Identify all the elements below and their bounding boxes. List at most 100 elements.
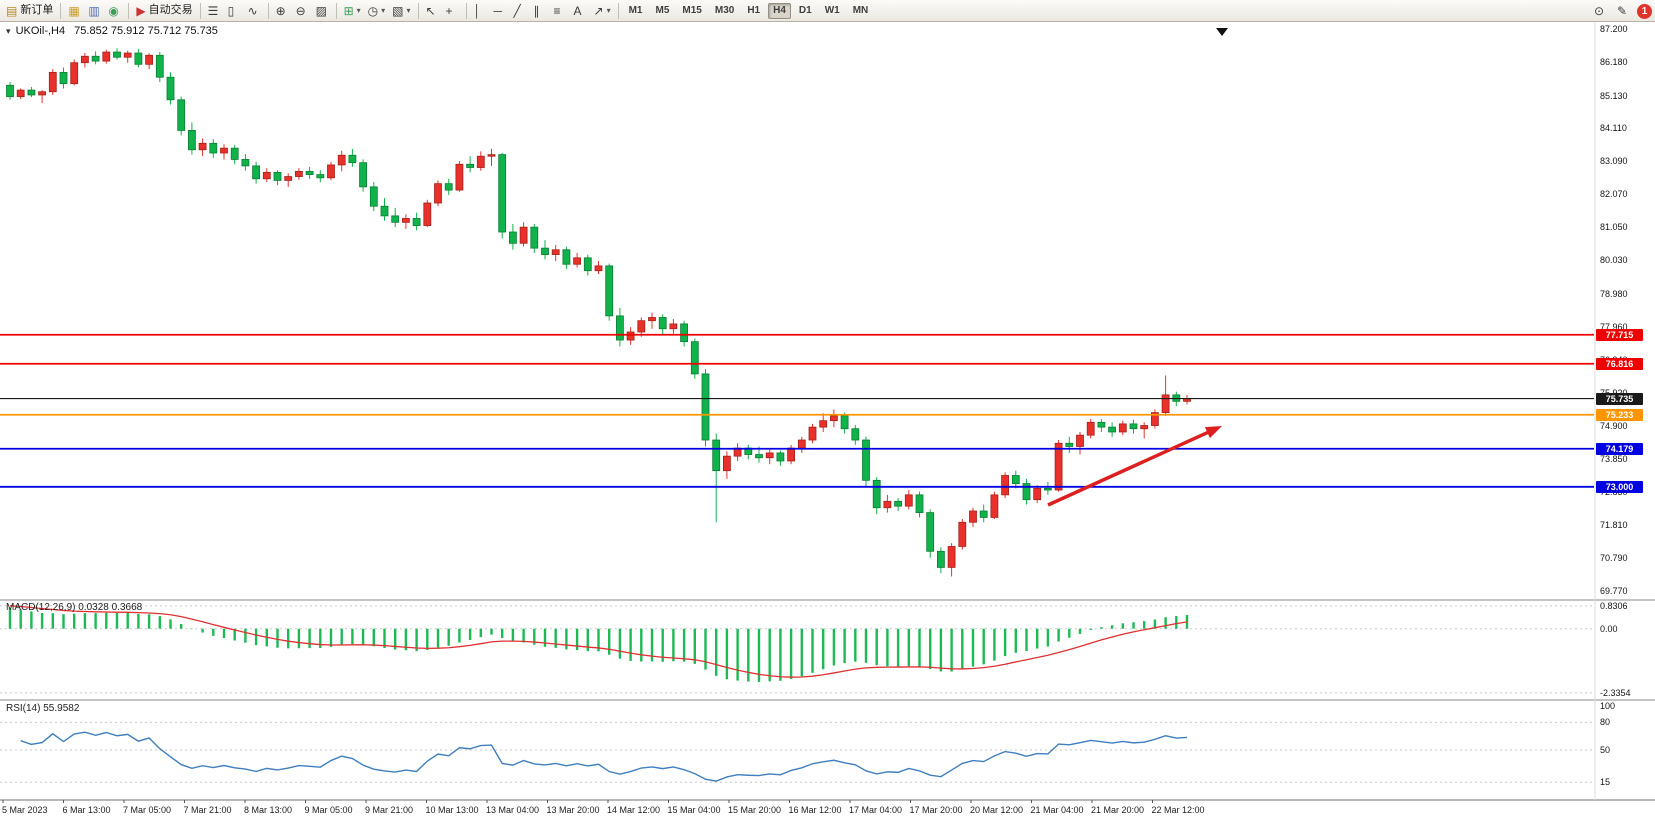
candlestick xyxy=(273,171,282,181)
fibonacci-icon: ≡ xyxy=(553,3,561,18)
candlestick xyxy=(669,323,678,330)
template-button[interactable]: ▧ ▾ xyxy=(389,1,413,20)
candlestick xyxy=(541,247,549,255)
timeframe-button-mn[interactable]: MN xyxy=(848,3,874,19)
candlestick xyxy=(327,164,335,179)
candlestick xyxy=(134,52,143,65)
candlestick xyxy=(690,341,699,375)
timeframe-button-m15[interactable]: M15 xyxy=(677,3,706,19)
time-axis-label: 9 Mar 21:00 xyxy=(365,805,414,815)
candlestick xyxy=(423,202,432,226)
zoom-out-button[interactable]: ⊖ xyxy=(293,1,312,20)
candlestick xyxy=(380,205,389,217)
timeframe-button-m30[interactable]: M30 xyxy=(710,3,739,19)
auto-trading-button[interactable]: ▶ 自动交易 xyxy=(133,1,195,20)
market-watch-icon: ▦ xyxy=(68,3,80,18)
timeframe-button-h4[interactable]: H4 xyxy=(768,2,791,19)
candlestick xyxy=(701,373,710,441)
rsi-line xyxy=(20,731,1188,782)
timeframe-button-d1[interactable]: D1 xyxy=(794,3,817,19)
new-order-icon: ▤ xyxy=(6,3,18,18)
candlestick xyxy=(1161,394,1170,414)
trend-arrow-annotation[interactable] xyxy=(1047,429,1212,507)
new-chart-button[interactable]: ⊞ ▾ xyxy=(341,1,364,20)
chart-shift-marker[interactable] xyxy=(1216,28,1228,36)
toolbar-separator xyxy=(199,2,201,19)
candlestick xyxy=(723,455,731,472)
price-tag: 73.000 xyxy=(1596,480,1643,493)
candlestick xyxy=(91,55,100,62)
dropdown-caret-icon: ▾ xyxy=(381,5,386,15)
candlestick xyxy=(1108,426,1116,433)
time-axis-label: 15 Mar 04:00 xyxy=(667,805,721,815)
candlestick xyxy=(937,550,945,568)
candlestick xyxy=(605,265,614,317)
fibonacci-button[interactable]: ≡ xyxy=(551,1,570,20)
candlestick xyxy=(637,320,646,333)
time-axis-label: 7 Mar 05:00 xyxy=(123,805,172,815)
trendline-button[interactable]: ╱ xyxy=(511,1,530,20)
candlestick xyxy=(102,51,111,62)
candlestick xyxy=(498,154,507,233)
price-axis-label: 74.900 xyxy=(1600,420,1628,431)
candlestick-chart-button[interactable]: ▯ xyxy=(225,1,244,20)
price-axis-label: 77.960 xyxy=(1600,321,1628,332)
chart-title: ▾ UKOil-,H4 75.852 75.912 75.712 75.735 xyxy=(6,25,218,37)
time-axis-label: 13 Mar 04:00 xyxy=(486,805,540,815)
timeframe-button-m5[interactable]: M5 xyxy=(651,3,675,19)
candlestick xyxy=(241,159,250,167)
horizontal-line-icon: ─ xyxy=(493,3,503,18)
auto-trading-icon: ▶ xyxy=(136,3,146,18)
candlestick xyxy=(209,142,218,154)
text-button[interactable]: A xyxy=(571,1,590,20)
timeframe-button-m1[interactable]: M1 xyxy=(624,3,648,19)
period-icon: ◷ xyxy=(367,3,379,18)
candlestick xyxy=(59,71,68,85)
candlestick xyxy=(787,447,795,462)
navigator-button[interactable]: ◉ xyxy=(105,1,124,20)
search-button[interactable]: ⊙ xyxy=(1591,2,1610,21)
arrows-button[interactable]: ↗ ▾ xyxy=(591,1,614,20)
crosshair-button[interactable]: + xyxy=(443,1,462,20)
price-tag: 75.735 xyxy=(1596,392,1643,405)
line-chart-icon: ∿ xyxy=(247,3,258,18)
timeframe-button-h1[interactable]: H1 xyxy=(742,3,765,19)
rsi-axis-label: 100 xyxy=(1600,701,1616,711)
candlestick xyxy=(48,71,57,93)
candlestick xyxy=(573,257,581,265)
bar-chart-button[interactable]: ☰ xyxy=(205,1,224,20)
candlestick xyxy=(466,163,475,168)
vertical-line-button[interactable]: │ xyxy=(471,1,490,20)
toolbar-separator xyxy=(267,2,269,19)
cursor-button[interactable]: ↖ xyxy=(423,1,442,20)
market-watch-button[interactable]: ▦ xyxy=(65,1,84,20)
price-chart-canvas[interactable] xyxy=(0,22,1655,828)
chart-window[interactable]: ▾ UKOil-,H4 75.852 75.912 75.712 75.735 … xyxy=(0,22,1655,828)
candlestick xyxy=(16,89,25,97)
horizontal-line-button[interactable]: ─ xyxy=(491,1,510,20)
new-order-button[interactable]: ▤ 新订单 xyxy=(3,1,56,20)
dropdown-caret-icon: ▾ xyxy=(606,5,611,15)
period-button[interactable]: ◷ ▾ xyxy=(365,1,389,20)
candlestick xyxy=(6,84,14,97)
time-axis-label: 8 Mar 13:00 xyxy=(244,805,293,815)
zoom-in-button[interactable]: ⊕ xyxy=(273,1,292,20)
price-axis-label: 85.130 xyxy=(1600,90,1628,101)
candlestick xyxy=(1097,421,1106,428)
vertical-line-icon: │ xyxy=(473,3,482,18)
candlestick xyxy=(594,265,603,272)
timeframe-button-w1[interactable]: W1 xyxy=(820,3,845,19)
candlestick xyxy=(444,183,453,191)
chart-ohlc-values: 75.852 75.912 75.712 75.735 xyxy=(74,25,218,37)
one-click-trading-caret-icon[interactable]: ▾ xyxy=(6,26,11,36)
channel-button[interactable]: ∥ xyxy=(531,1,550,20)
quick-edit-button[interactable]: ✎ xyxy=(1614,2,1633,21)
notification-badge[interactable]: 1 xyxy=(1637,3,1652,19)
data-window-button[interactable]: ▥ xyxy=(85,1,104,20)
tile-windows-button[interactable]: ▨ xyxy=(313,1,332,20)
candlestick xyxy=(969,510,977,523)
candlestick xyxy=(455,163,464,191)
line-chart-button[interactable]: ∿ xyxy=(245,1,264,20)
price-axis-label: 80.030 xyxy=(1600,255,1628,266)
time-axis-label: 16 Mar 12:00 xyxy=(788,805,842,815)
